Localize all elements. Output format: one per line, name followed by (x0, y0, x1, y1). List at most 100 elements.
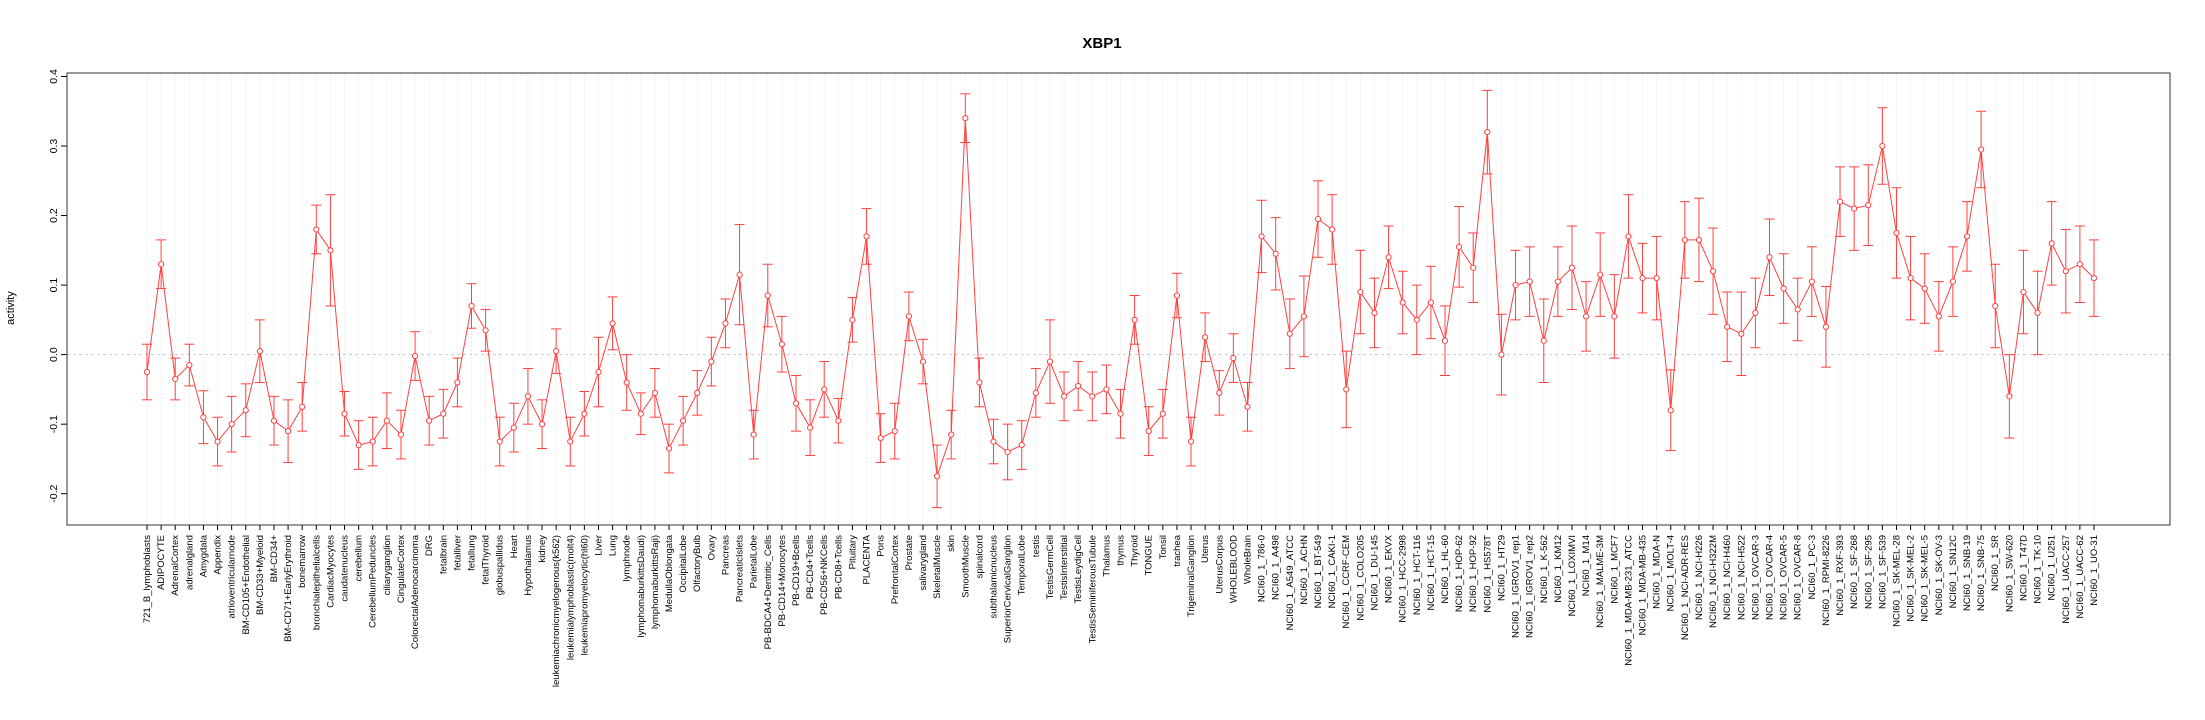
x-tick-label: leukemiachronicmyelogenous(k562) (551, 535, 562, 687)
x-tick-label: NCI60_1_COLO205 (1355, 535, 1366, 621)
data-point (567, 438, 574, 445)
x-tick-label: fetalThyroid (481, 535, 492, 585)
data-point (1921, 285, 1928, 292)
x-tick-label: ciliaryganglion (382, 535, 393, 595)
data-point (1695, 236, 1703, 243)
x-tick-label: NCI60_1_SW-620 (2004, 535, 2015, 612)
data-point (919, 358, 927, 365)
x-tick-label: AdrenalCortex (170, 535, 181, 596)
data-point (1512, 281, 1519, 289)
x-tick-label: NCI60_1_IGROV1_rep1 (1511, 535, 1522, 638)
data-point (1597, 271, 1604, 278)
x-tick-label: Pituitary (847, 535, 858, 570)
x-tick-label: Ovary (706, 535, 717, 561)
x-tick-label: DRG (424, 535, 435, 556)
x-tick-label: NCI60_1_NCI-H322M (1708, 535, 1719, 628)
x-tick-label: Thalamus (1101, 535, 1112, 577)
data-point (2090, 275, 2098, 282)
data-point (637, 410, 644, 417)
x-tick-label: NCI60_1_ACHN (1299, 535, 1310, 605)
data-point (651, 389, 659, 396)
x-tick-label: NCI60_1_SR (1990, 535, 2001, 591)
x-tick-label: TONGUE (1144, 535, 1155, 575)
series-xbp1 (142, 89, 2099, 509)
data-point (313, 226, 320, 233)
data-point (623, 379, 630, 386)
data-point (538, 421, 546, 428)
x-tick-label: fetalliver (452, 535, 463, 570)
x-tick-label: Hypothalamus (523, 535, 534, 596)
x-tick-label: Pancreas (720, 535, 731, 575)
x-tick-label: NCI60_1_SF-268 (1849, 535, 1860, 609)
data-point (1441, 337, 1449, 344)
x-tick-label: PLACENTA (862, 534, 873, 584)
x-tick-label: NCI60_1_SF-295 (1863, 535, 1874, 609)
data-point (1935, 313, 1942, 320)
data-point (1371, 309, 1378, 317)
data-point (1625, 233, 1632, 240)
x-tick-label: NCI60_1_786-0 (1257, 535, 1268, 602)
y-tick-label: 0.2 (48, 208, 60, 223)
data-point (1075, 382, 1082, 390)
x-tick-label: NCI60_1_SF-539 (1877, 535, 1888, 609)
data-point (1385, 254, 1392, 261)
data-point (1992, 302, 1999, 310)
data-point (750, 431, 757, 438)
data-point (1963, 233, 1971, 240)
data-point (1639, 275, 1646, 282)
x-tick-label: NCI60_1_UO-31 (2089, 535, 2100, 606)
data-point (778, 341, 785, 348)
x-tick-label: lymphomaburkittsRaji) (650, 535, 661, 629)
data-point (1582, 313, 1590, 320)
data-point (1145, 428, 1152, 435)
y-tick-label: 0.4 (48, 69, 60, 84)
data-point (807, 424, 814, 431)
chart-title: XBP1 (1082, 35, 1121, 52)
x-tick-label: Uterus (1200, 535, 1211, 563)
data-point (1258, 233, 1265, 240)
x-tick-label: NCI60_1_MCF7 (1609, 535, 1620, 604)
x-tick-label: NCI60_1_RPMI-8226 (1821, 535, 1832, 626)
data-point (327, 247, 334, 254)
x-tick-label: bonemarrow (297, 535, 308, 588)
x-tick-label: thymus (1116, 535, 1127, 566)
x-tick-label: NCI60_1_CAKI-1 (1327, 535, 1338, 608)
data-point (1314, 215, 1322, 223)
x-tick-label: BM-CD71+EarlyErythroid (283, 535, 294, 642)
x-tick-label: ParietalLobe (749, 535, 760, 588)
data-point (891, 428, 898, 435)
x-tick-label: NCI60_1_MDA-MB-435 (1638, 535, 1649, 635)
data-point (440, 410, 447, 417)
x-tick-label: NCI60_1_K-562 (1539, 535, 1550, 603)
x-tick-label: salivarygland (918, 535, 929, 590)
data-point (397, 431, 405, 438)
data-point (1427, 299, 1434, 306)
data-point (228, 421, 235, 428)
data-point (1681, 236, 1688, 243)
data-point (1004, 448, 1011, 456)
x-tick-label: cerebellum (354, 535, 365, 582)
data-point (1949, 278, 1957, 285)
grid (67, 73, 2170, 525)
data-point (1173, 292, 1181, 299)
x-tick-label: NCI60_1_RXF-393 (1835, 535, 1846, 616)
x-tick-label: Pons (876, 535, 887, 557)
data-point (1343, 386, 1350, 393)
data-point (1752, 309, 1759, 317)
data-point (2006, 393, 2013, 400)
data-point (482, 327, 489, 334)
x-tick-label: PB-CD56+NKCells (819, 535, 830, 615)
data-point (2048, 240, 2055, 247)
data-point (1667, 407, 1674, 414)
x-tick-label: NCI60_1_TK-10 (2033, 535, 2044, 604)
x-tick-label: BM-CD34+ (269, 535, 280, 583)
x-tick-label: ADIPOCYTE (156, 535, 167, 590)
data-point (1611, 313, 1618, 320)
x-tick-label: Amygdala (198, 534, 209, 577)
x-tick-label: NCI60_1_NCI-H460 (1722, 535, 1733, 620)
x-tick-label: BM-CD105+Endothelial (241, 535, 252, 635)
data-point (2076, 261, 2083, 268)
x-tick-label: NCI60_1_HOP-62 (1454, 535, 1465, 612)
x-tick-label: bronchialepithelialcells (311, 535, 322, 630)
